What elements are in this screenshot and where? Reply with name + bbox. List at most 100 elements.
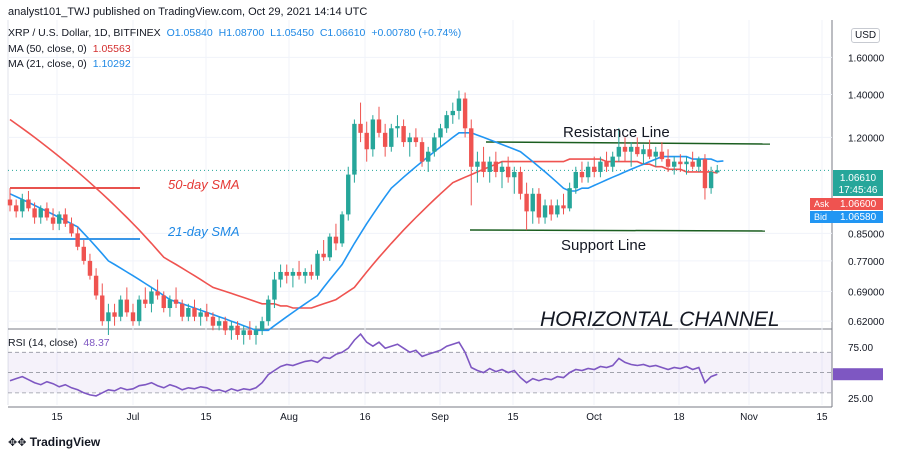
- candle-body: [696, 159, 701, 167]
- candle-body: [518, 171, 523, 194]
- candle-body: [309, 271, 314, 276]
- candle-body: [50, 217, 56, 224]
- candle-body: [604, 161, 609, 167]
- candle-body: [20, 199, 25, 212]
- time-tick-label: Sep: [431, 412, 449, 423]
- candle-body: [616, 146, 622, 157]
- candle-body: [628, 146, 634, 152]
- candle-body: [210, 316, 216, 326]
- candle-body: [579, 171, 585, 178]
- candle-body: [715, 170, 720, 173]
- candle-body: [358, 123, 363, 133]
- price-tick-label: 0.85000: [848, 229, 885, 240]
- candle-body: [364, 132, 369, 150]
- candle-body: [389, 128, 394, 147]
- candle-body: [542, 205, 548, 218]
- candle-body: [143, 299, 148, 304]
- candle-body: [81, 246, 86, 261]
- candle-body: [69, 223, 74, 234]
- candle-body: [130, 312, 136, 322]
- candle-body: [93, 275, 99, 296]
- candle-body: [223, 321, 228, 331]
- candle-body: [272, 279, 277, 300]
- currency-button[interactable]: USD: [851, 28, 881, 43]
- candle-body: [259, 321, 265, 331]
- symbol-name: XRP / U.S. Dollar, 1D, BITFINEX: [8, 27, 161, 39]
- support-label: Support Line: [561, 237, 646, 254]
- ma21-value: 1.10292: [92, 58, 131, 70]
- candle-body: [180, 303, 185, 317]
- candle-body: [487, 161, 492, 172]
- candle-body: [462, 98, 468, 129]
- candle-body: [161, 295, 166, 309]
- time-tick-label: Jul: [127, 412, 140, 423]
- candle-body: [653, 151, 658, 157]
- rsi-value: 48.37: [83, 337, 110, 349]
- candle-body: [241, 330, 246, 335]
- candle-body: [247, 330, 253, 335]
- candle-body: [549, 205, 554, 215]
- candle-body: [407, 137, 412, 143]
- symbol-legend: XRP / U.S. Dollar, 1D, BITFINEX O1.05840…: [8, 27, 464, 39]
- candle-body: [672, 161, 677, 167]
- bid-label: Bid: [814, 212, 827, 222]
- candle-body: [444, 115, 449, 129]
- candle-body: [173, 299, 179, 304]
- candle-body: [659, 151, 665, 160]
- candle-body: [432, 137, 437, 152]
- candle-body: [530, 193, 535, 212]
- candle-body: [419, 142, 425, 162]
- ma21-label: MA (21, close, 0): [8, 58, 87, 70]
- candle-body: [87, 260, 93, 276]
- candle-body: [278, 271, 283, 280]
- candle-body: [635, 146, 640, 155]
- sma50-label: 50-day SMA: [168, 177, 240, 192]
- close-value: C1.06610: [319, 27, 366, 39]
- candle-body: [216, 321, 222, 326]
- candle-body: [204, 312, 209, 317]
- price-tick-label: 0.62000: [848, 317, 885, 328]
- channel-label: HORIZONTAL CHANNEL: [540, 308, 780, 331]
- time-tick-label: 16: [359, 412, 371, 423]
- candle-body: [536, 193, 542, 218]
- publisher-line: analyst101_TWJ published on TradingView.…: [8, 6, 368, 18]
- candle-body: [561, 205, 566, 209]
- last-price-label: 1.06610: [840, 173, 877, 184]
- candle-body: [118, 299, 123, 317]
- candle-body: [481, 161, 486, 172]
- candle-body: [426, 151, 431, 162]
- candle-body: [592, 166, 597, 172]
- price-tick-label: 0.77000: [848, 257, 885, 268]
- candle-body: [26, 199, 31, 209]
- candle-body: [149, 291, 154, 304]
- candle-body: [235, 325, 240, 335]
- candle-body: [456, 98, 462, 111]
- candle-body: [296, 271, 302, 276]
- ma50-line: [9, 118, 718, 309]
- candle-body: [57, 214, 62, 224]
- candle-body: [284, 271, 289, 276]
- candle-body: [499, 166, 505, 172]
- candle-body: [438, 128, 443, 138]
- candle-body: [253, 330, 259, 335]
- candle-body: [610, 156, 615, 167]
- time-tick-label: 15: [51, 412, 63, 423]
- sma21-label: 21-day SMA: [167, 224, 240, 239]
- rsi-legend: RSI (14, close) 48.37: [8, 337, 113, 349]
- candle-body: [290, 271, 296, 276]
- candle-body: [665, 159, 671, 167]
- candle-body: [38, 208, 43, 218]
- candle-body: [598, 161, 603, 172]
- candle-body: [702, 159, 708, 189]
- candle-body: [124, 299, 130, 313]
- tradingview-logo[interactable]: ✥✥ TradingView: [8, 435, 100, 449]
- support-line: [469, 229, 766, 232]
- candle-body: [573, 171, 578, 189]
- candle-body: [192, 308, 197, 317]
- candle-body: [475, 161, 480, 167]
- time-tick-label: Nov: [740, 412, 758, 423]
- ma50-legend: MA (50, close, 0) 1.05563: [8, 43, 134, 55]
- time-tick-label: 15: [816, 412, 828, 423]
